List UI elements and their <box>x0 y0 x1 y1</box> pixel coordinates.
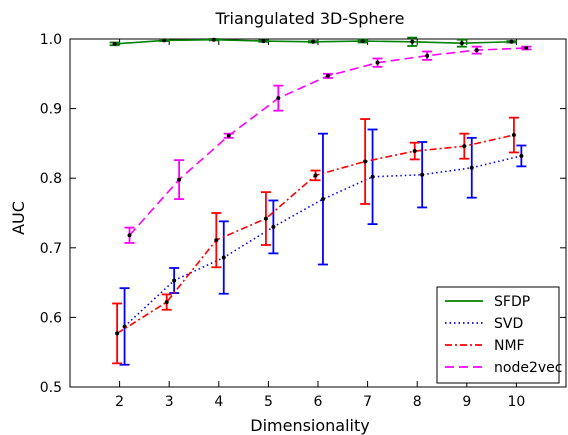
point-nmf-3 <box>263 216 268 221</box>
point-nmf-2 <box>214 238 219 243</box>
point-sfdp-1 <box>162 38 167 43</box>
y-tick-label-0.6: 0.6 <box>40 310 62 326</box>
plot-area: 2 3 4 5 6 7 8 9 10 0.5 0.6 0.7 0.8 0.9 1.0 <box>40 32 567 410</box>
x-tick-label-7: 7 <box>363 394 372 410</box>
legend-label-node2vec: node2vec <box>494 360 562 376</box>
x-tick-label-3: 3 <box>165 394 174 410</box>
point-node2vec-1 <box>177 177 182 182</box>
point-node2vec-6 <box>425 53 430 58</box>
point-sfdp-2 <box>211 37 216 42</box>
legend-label-svd: SVD <box>494 316 523 332</box>
series-nmf <box>112 116 519 365</box>
point-sfdp-5 <box>360 39 365 44</box>
x-tick-label-5: 5 <box>264 394 273 410</box>
point-sfdp-0 <box>112 41 117 46</box>
x-tick-label-4: 4 <box>214 394 223 410</box>
point-node2vec-8 <box>524 46 529 51</box>
point-sfdp-3 <box>261 39 266 44</box>
x-tick-label-10: 10 <box>507 394 525 410</box>
point-nmf-5 <box>363 159 368 164</box>
series-node2vec <box>124 45 532 244</box>
y-tick-label-0.9: 0.9 <box>40 102 62 118</box>
point-nmf-6 <box>412 149 417 154</box>
y-tick-label-0.5: 0.5 <box>40 380 62 396</box>
point-sfdp-6 <box>410 39 415 44</box>
point-nmf-0 <box>115 331 120 336</box>
point-svd-2 <box>221 255 226 260</box>
point-nmf-7 <box>462 144 467 149</box>
point-svd-7 <box>469 165 474 170</box>
y-tick-label-1.0: 1.0 <box>40 32 62 48</box>
point-node2vec-5 <box>375 60 380 65</box>
x-axis-label: Dimensionality <box>250 416 369 435</box>
legend-label-nmf: NMF <box>494 338 525 354</box>
point-nmf-8 <box>511 133 516 138</box>
point-svd-8 <box>519 153 524 158</box>
legend-box <box>436 286 560 384</box>
point-svd-4 <box>320 197 325 202</box>
x-tick-label-8: 8 <box>413 394 422 410</box>
y-tick-label-0.8: 0.8 <box>40 171 62 187</box>
point-node2vec-7 <box>474 48 479 53</box>
legend: SFDP SVD NMF node2vec <box>436 286 562 384</box>
point-nmf-1 <box>164 300 169 305</box>
legend-label-sfdp: SFDP <box>494 294 530 310</box>
chart-title: Triangulated 3D-Sphere <box>215 9 405 28</box>
y-axis-label: AUC <box>9 201 28 235</box>
point-sfdp-7 <box>459 41 464 46</box>
point-nmf-4 <box>313 173 318 178</box>
point-sfdp-8 <box>509 39 514 44</box>
series-sfdp <box>109 36 517 48</box>
point-node2vec-0 <box>127 233 132 238</box>
point-svd-5 <box>370 174 375 179</box>
y-tick-label-0.7: 0.7 <box>40 241 62 257</box>
point-node2vec-4 <box>325 73 330 78</box>
point-sfdp-4 <box>311 39 316 44</box>
x-tick-label-9: 9 <box>462 394 471 410</box>
x-tick-label-2: 2 <box>115 394 124 410</box>
x-tick-label-6: 6 <box>314 394 323 410</box>
point-svd-6 <box>420 172 425 177</box>
point-node2vec-2 <box>226 133 231 138</box>
point-node2vec-3 <box>276 96 281 101</box>
point-svd-1 <box>172 278 177 283</box>
point-svd-3 <box>271 224 276 229</box>
